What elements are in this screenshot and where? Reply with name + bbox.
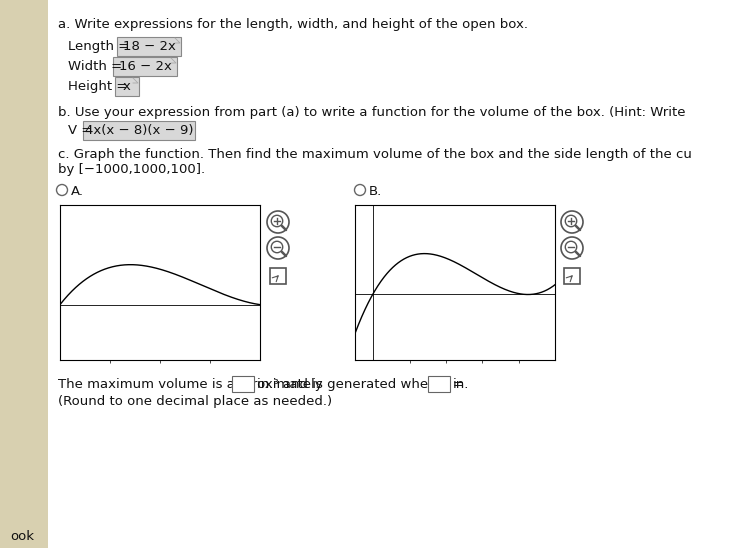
FancyBboxPatch shape	[83, 121, 195, 140]
Text: 18 − 2x: 18 − 2x	[123, 40, 175, 53]
Text: a. Write expressions for the length, width, and height of the open box.: a. Write expressions for the length, wid…	[58, 18, 528, 31]
Text: x: x	[123, 80, 131, 93]
FancyBboxPatch shape	[232, 376, 254, 392]
Text: (Round to one decimal place as needed.): (Round to one decimal place as needed.)	[58, 395, 332, 408]
Text: ook: ook	[10, 530, 34, 543]
Circle shape	[561, 211, 583, 233]
Text: Height =: Height =	[68, 80, 127, 93]
Text: 16 − 2x: 16 − 2x	[118, 60, 171, 73]
Circle shape	[267, 211, 289, 233]
FancyBboxPatch shape	[115, 77, 139, 96]
FancyBboxPatch shape	[0, 0, 48, 548]
Circle shape	[561, 237, 583, 259]
FancyBboxPatch shape	[113, 57, 177, 76]
Text: B.: B.	[369, 185, 382, 198]
FancyBboxPatch shape	[48, 0, 739, 548]
Text: b. Use your expression from part (a) to write a function for the volume of the b: b. Use your expression from part (a) to …	[58, 106, 686, 119]
FancyBboxPatch shape	[428, 376, 450, 392]
Text: in.³ and is generated when x =: in.³ and is generated when x =	[257, 378, 464, 391]
Text: by [−1000,1000,100].: by [−1000,1000,100].	[58, 163, 205, 176]
Circle shape	[267, 237, 289, 259]
FancyBboxPatch shape	[564, 268, 580, 284]
Text: c. Graph the function. Then find the maximum volume of the box and the side leng: c. Graph the function. Then find the max…	[58, 148, 692, 161]
FancyBboxPatch shape	[117, 37, 181, 56]
Text: V =: V =	[68, 124, 92, 137]
Text: Length =: Length =	[68, 40, 129, 53]
Text: 4x(x − 8)(x − 9): 4x(x − 8)(x − 9)	[85, 124, 194, 137]
Text: A.: A.	[71, 185, 84, 198]
Text: Width =: Width =	[68, 60, 122, 73]
FancyBboxPatch shape	[270, 268, 286, 284]
Text: The maximum volume is approximately: The maximum volume is approximately	[58, 378, 323, 391]
Text: in.: in.	[453, 378, 469, 391]
